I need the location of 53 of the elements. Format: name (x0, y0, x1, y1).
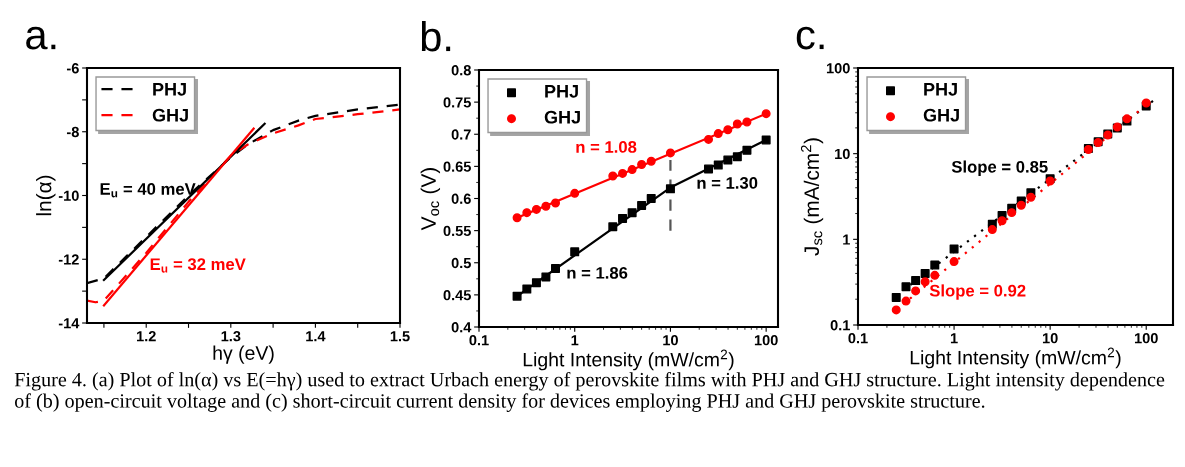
annotation: E$_{u}$ = 32 meV (150, 258, 246, 273)
y-tick-label: 0.1 (830, 320, 850, 331)
y-axis-title: V$_{oc}$ (V) (420, 168, 441, 231)
legend-label: PHJ (153, 83, 186, 96)
y-tick-label: 0.55 (443, 225, 471, 237)
x-tick-label: 10 (1042, 333, 1058, 344)
y-tick-label: 0.75 (443, 97, 471, 108)
annotation: n = 1.08 (576, 141, 637, 153)
y-tick-label: 0.6 (451, 193, 471, 204)
y-tick-label: -14 (58, 318, 80, 329)
y-tick-label: 0.4 (451, 322, 472, 333)
y-tick-label: 0.8 (451, 65, 471, 76)
x-tick-label: 100 (754, 335, 778, 346)
chart-title: b. (421, 20, 451, 52)
annotation: n = 1.86 (567, 266, 628, 279)
y-tick-label: -12 (58, 254, 79, 265)
y-tick-label: 0.5 (451, 257, 471, 269)
legend-label: GHJ (152, 108, 188, 122)
annotation: Slope = 0.85 (951, 160, 1048, 176)
x-tick-label: 10 (663, 335, 678, 346)
legend-label: PHJ (545, 85, 578, 98)
y-tick-label: 100 (826, 63, 850, 74)
x-tick-label: 0.1 (469, 335, 489, 346)
y-tick-label: 0.65 (443, 161, 471, 172)
legend-label: GHJ (923, 108, 959, 122)
x-tick-label: 1.2 (137, 331, 156, 342)
y-tick-label: 0.7 (451, 129, 471, 140)
chart-title: a. (26, 26, 56, 50)
y-tick-label: -6 (66, 63, 79, 74)
y-axis-title: J$_{sc}$ (mA/cm$^{2}$) (800, 138, 824, 256)
annotation: E$_{u}$ = 40 meV (100, 183, 196, 198)
annotation: Slope = 0.92 (929, 284, 1026, 300)
x-tick-label: 0.1 (848, 333, 868, 344)
annotation: n = 1.30 (697, 177, 758, 189)
x-tick-label: 1.4 (306, 331, 326, 342)
y-tick-label: 0.45 (443, 289, 471, 301)
x-axis-title: hγ (eV) (213, 345, 274, 364)
y-tick-label: -10 (58, 190, 79, 201)
x-tick-label: 100 (1134, 333, 1158, 344)
y-tick-label: 1 (843, 234, 850, 245)
legend-label: PHJ (924, 83, 957, 96)
y-axis-title: ln(α) (36, 175, 56, 216)
x-tick-label: 1.3 (221, 331, 241, 342)
x-tick-label: 1.5 (390, 331, 410, 342)
caption: Figure 4. (a) Plot of ln(α) vs E(=hγ) used to extract Urbach energy of perovskite films with PHJ and GHJ structure. Light intensity dependence of (b) open-circuit voltage and (c) short-circuit current density for devices employing PHJ and GHJ perovskite structure. (14, 372, 1165, 412)
x-axis-title: Light Intensity (mW/cm$^{2}$) (523, 349, 734, 371)
legend-label: GHJ (544, 110, 580, 124)
x-axis-title: Light Intensity (mW/cm$^{2}$) (910, 347, 1121, 369)
x-tick-label: 1 (950, 333, 958, 344)
chart-title: c. (796, 26, 824, 50)
x-tick-label: 1 (571, 335, 579, 346)
y-tick-label: -8 (66, 126, 79, 138)
y-tick-label: 10 (835, 148, 850, 160)
